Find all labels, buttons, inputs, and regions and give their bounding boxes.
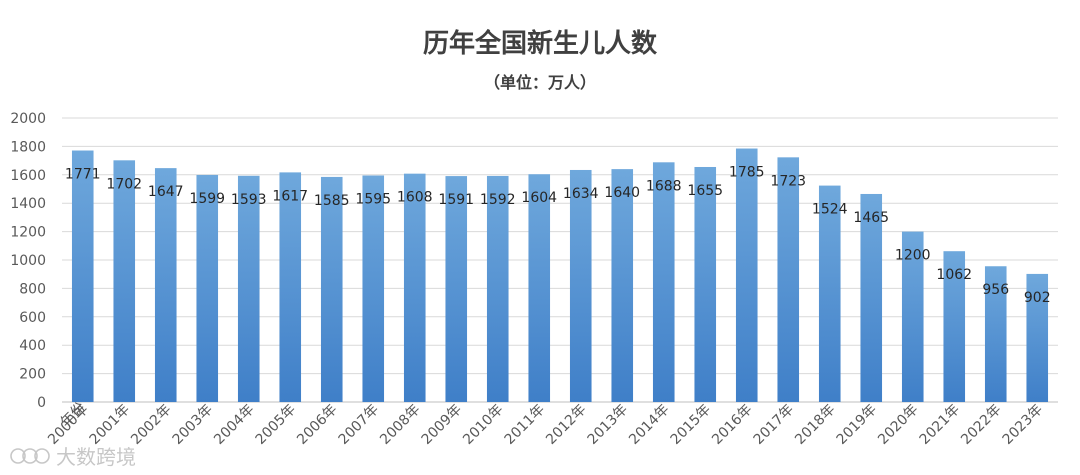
data-label: 1634 [563, 186, 599, 202]
data-label: 1062 [936, 267, 972, 283]
watermark: 大数跨境 [10, 445, 136, 469]
x-tick-label: 2001年 [87, 402, 133, 448]
data-label: 1647 [148, 184, 184, 200]
x-tick-label: 2011年 [502, 402, 548, 448]
x-tick-label: 2021年 [917, 402, 963, 448]
data-labels: 1771 1702 1647 1599 1593 1617 1585 1595 1608 1591… [65, 165, 1051, 306]
data-label: 1655 [687, 183, 723, 199]
data-label: 1785 [729, 165, 765, 181]
x-tick-label: 2020年 [875, 402, 921, 448]
data-label: 1595 [355, 192, 391, 208]
x-axis: 2000年2001年2002年2003年2004年2005年2006年2007年… [45, 402, 1046, 448]
x-tick-label: 2003年 [170, 402, 216, 448]
x-tick-label: 2005年 [253, 402, 299, 448]
x-tick-label: 2006年 [294, 402, 340, 448]
x-tick-label: 2014年 [626, 402, 672, 448]
bar [196, 174, 219, 402]
bar [735, 148, 758, 402]
x-tick-label: 2017年 [751, 402, 797, 448]
bar [362, 175, 385, 402]
data-label: 1200 [895, 248, 931, 264]
data-label: 1771 [65, 167, 101, 183]
y-tick-label: 1200 [10, 225, 46, 241]
bars [71, 148, 1049, 402]
bar [403, 173, 426, 402]
x-tick-label: 2019年 [834, 402, 880, 448]
x-tick-label: 2013年 [585, 402, 631, 448]
data-label: 1591 [438, 192, 474, 208]
y-tick-label: 600 [19, 310, 46, 326]
data-label: 1593 [231, 192, 267, 208]
x-tick-label: 2016年 [709, 402, 755, 448]
bar [611, 169, 634, 402]
data-label: 902 [1024, 290, 1051, 306]
data-label: 1617 [272, 188, 308, 204]
data-label: 956 [982, 282, 1009, 298]
y-tick-label: 0 [37, 395, 46, 411]
y-tick-label: 200 [19, 367, 46, 383]
x-tick-label: 2022年 [958, 402, 1004, 448]
data-label: 1599 [189, 191, 225, 207]
data-label: 1688 [646, 178, 682, 194]
y-tick-label: 1800 [10, 139, 46, 155]
x-tick-label: 2002年 [128, 402, 174, 448]
y-axis: 0 200 400 600 800 1000 1200 1400 1600 1800 2000 [10, 111, 46, 411]
bar [528, 174, 551, 402]
x-tick-label: 2008年 [377, 402, 423, 448]
data-label: 1640 [604, 185, 640, 201]
bar [1026, 273, 1049, 402]
gridlines [62, 117, 1058, 403]
data-label: 1465 [853, 210, 889, 226]
data-label: 1723 [770, 173, 806, 189]
x-tick-label: 2023年 [1000, 402, 1046, 448]
bar [154, 168, 177, 402]
logo-icon [10, 448, 50, 464]
bar [71, 150, 94, 402]
bar [901, 231, 924, 402]
bar [818, 185, 841, 402]
watermark-text: 大数跨境 [56, 445, 136, 469]
x-tick-label: 2012年 [543, 402, 589, 448]
data-label: 1585 [314, 193, 350, 209]
y-tick-label: 800 [19, 281, 46, 297]
bar [943, 251, 966, 402]
y-tick-label: 1000 [10, 253, 46, 269]
bar [320, 176, 343, 402]
y-tick-label: 1400 [10, 196, 46, 212]
bar [860, 193, 883, 402]
x-tick-label: 2015年 [668, 402, 714, 448]
chart-subtitle: （单位：万人） [484, 73, 596, 92]
bar [279, 172, 302, 402]
y-tick-label: 2000 [10, 111, 46, 127]
bar [445, 176, 468, 402]
bar [694, 166, 717, 402]
x-tick-label: 2018年 [792, 402, 838, 448]
bar [777, 157, 800, 402]
x-tick-label: 2010年 [460, 402, 506, 448]
chart-title: 历年全国新生儿人数 [423, 28, 658, 59]
y-tick-label: 1600 [10, 168, 46, 184]
data-label: 1608 [397, 190, 433, 206]
bar [237, 175, 260, 402]
y-tick-label: 400 [19, 338, 46, 354]
data-label: 1524 [812, 202, 848, 218]
x-tick-label: 2004年 [211, 402, 257, 448]
data-label: 1604 [521, 190, 557, 206]
x-tick-label: 2009年 [419, 402, 465, 448]
data-label: 1702 [106, 176, 142, 192]
data-label: 1592 [480, 192, 516, 208]
x-tick-label: 2007年 [336, 402, 382, 448]
bar [652, 162, 675, 402]
bar [113, 160, 136, 402]
bar [569, 169, 592, 402]
bar [486, 175, 509, 402]
bar [984, 266, 1007, 402]
